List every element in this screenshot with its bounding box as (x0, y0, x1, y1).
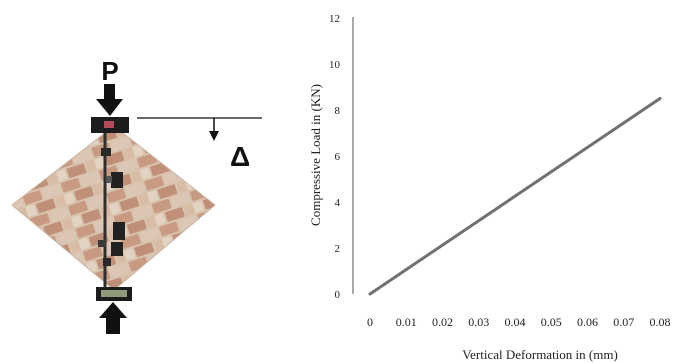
x-tick-label: 0.04 (505, 315, 526, 329)
x-tick-label: 0.03 (468, 315, 489, 329)
x-tick-label: 0.02 (432, 315, 453, 329)
y-tick-label: 6 (335, 151, 341, 163)
x-tick-label: 0.06 (577, 315, 598, 329)
x-tick-label: 0.07 (613, 315, 634, 329)
bottom-plate-detail (101, 290, 127, 297)
brick-panel (11, 125, 216, 291)
deformation-label: Δ (230, 141, 250, 172)
load-label: P (101, 56, 118, 86)
applied-load-arrow (96, 84, 123, 116)
x-axis-title: Vertical Deformation in (mm) (462, 347, 618, 362)
x-tick-label: 0.08 (650, 315, 671, 329)
specimen-diagram: P Δ (11, 56, 262, 334)
top-plate-marker (104, 121, 114, 128)
y-tick-label: 2 (335, 243, 341, 255)
x-tick-label: 0.01 (396, 315, 417, 329)
reaction-arrow (99, 302, 127, 334)
y-tick-label: 4 (335, 197, 341, 209)
y-axis-title: Compressive Load in (KN) (308, 84, 323, 226)
y-tick-labels: 0 2 4 6 8 10 12 (329, 13, 341, 301)
lvdt-instrument (98, 133, 125, 288)
x-tick-labels: 0 0.01 0.02 0.03 0.04 0.05 0.06 0.07 0.08 (367, 315, 671, 329)
load-deformation-line (368, 97, 662, 296)
y-tick-label: 8 (335, 105, 341, 117)
deformation-arrow (209, 118, 219, 141)
series-layer (368, 97, 662, 296)
x-tick-label: 0 (367, 315, 373, 329)
x-tick-label: 0.05 (541, 315, 562, 329)
y-tick-label: 10 (329, 59, 341, 71)
y-tick-label: 0 (335, 289, 341, 301)
y-tick-label: 12 (329, 13, 340, 25)
